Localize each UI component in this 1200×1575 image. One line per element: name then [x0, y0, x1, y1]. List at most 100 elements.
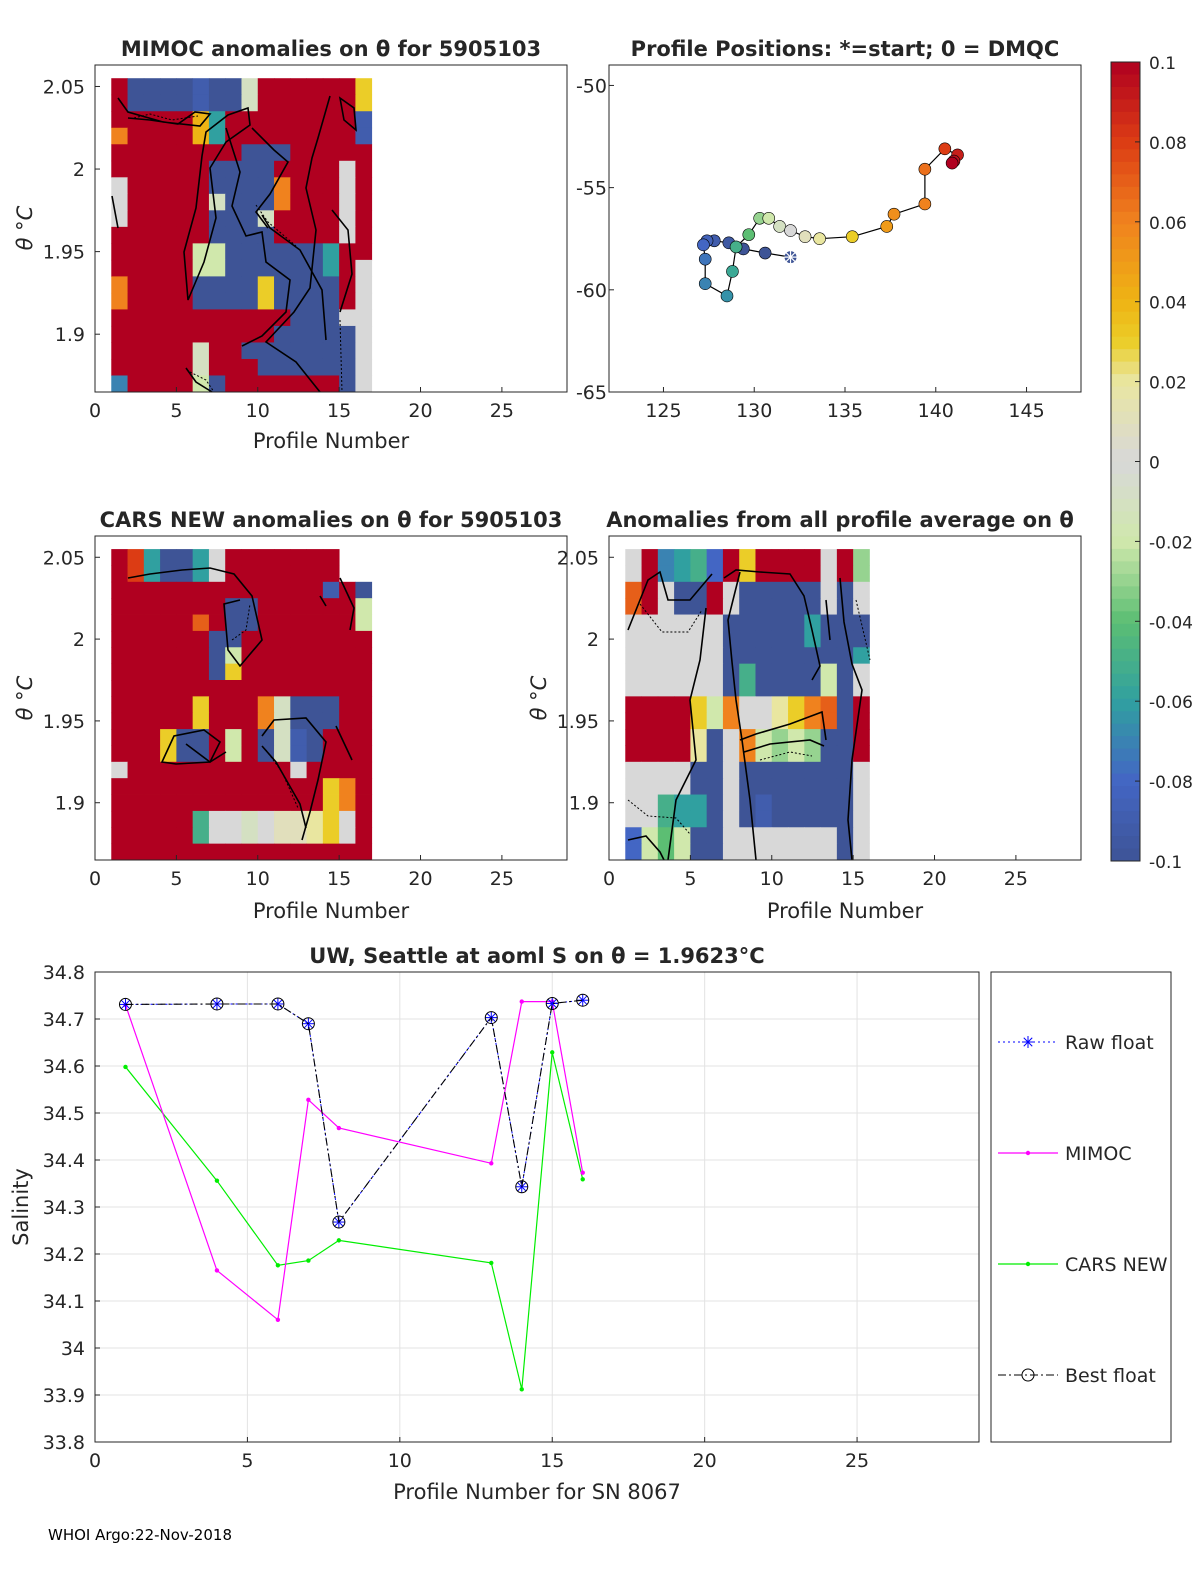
allavg-xlabel: Profile Number — [767, 899, 924, 923]
cars-cell — [143, 647, 161, 665]
mimoc-cell — [290, 177, 307, 195]
legend-entry-raw-float: Raw float — [998, 1032, 1154, 1054]
colorbar-band — [1111, 86, 1140, 100]
mimoc-cell — [355, 160, 373, 178]
cars-cell — [176, 843, 194, 861]
cars-cell — [111, 827, 128, 845]
cars-cell — [208, 745, 226, 763]
cars-cell — [225, 810, 242, 828]
mimoc-cell — [241, 78, 259, 96]
allavg-cell — [657, 794, 675, 812]
legend-entry-mimoc: MIMOC — [998, 1143, 1132, 1165]
profile-position-point — [945, 156, 959, 170]
colorbar-band — [1111, 361, 1140, 375]
cars-cell — [225, 794, 242, 812]
allavg-cell — [739, 827, 756, 845]
best-float-point — [271, 997, 285, 1011]
allavg-cell — [674, 827, 691, 845]
cars-cell — [176, 598, 194, 615]
legend-entry-best-float: Best float — [998, 1365, 1156, 1387]
mimoc-cell — [143, 94, 161, 112]
allavg-cell — [771, 581, 789, 599]
allavg-cell — [625, 843, 642, 861]
allavg-cell — [771, 696, 789, 714]
allavg-xtick-label: 20 — [922, 868, 946, 890]
cars-cell — [208, 680, 226, 697]
cars-cell — [322, 761, 340, 779]
allavg-cell — [853, 630, 870, 648]
allavg-cell — [836, 745, 854, 763]
cars-cell — [322, 745, 340, 763]
mimoc-cell — [322, 243, 340, 261]
cars-cell — [290, 778, 307, 795]
allavg-cell — [788, 598, 805, 615]
cars-cell — [322, 778, 340, 795]
allavg-cell — [853, 549, 870, 566]
best-float-point — [118, 997, 132, 1011]
allavg-cell — [836, 581, 854, 599]
cars-cell — [208, 696, 226, 714]
mimoc-cell — [225, 259, 242, 277]
allavg-cell — [706, 794, 724, 812]
colorbar-band — [1111, 573, 1140, 587]
cars-cell — [160, 810, 177, 828]
mimoc-cell — [192, 292, 210, 310]
raw-float-point — [576, 994, 589, 1007]
cars-cell — [339, 630, 356, 648]
cars-xtick-label: 10 — [246, 868, 270, 890]
cars-cell — [111, 549, 128, 566]
profile-position-point — [729, 240, 743, 254]
allavg-ytick-label: 1.9 — [569, 793, 599, 815]
mimoc-cell — [208, 259, 226, 277]
colorbar-tick-label: 0 — [1149, 454, 1160, 474]
allavg-cell — [722, 843, 740, 861]
cars-cell — [355, 647, 373, 665]
cars-ytick-label: 2 — [73, 629, 85, 651]
mimoc-cell — [257, 259, 275, 277]
allavg-cell — [674, 745, 691, 763]
cars-cell — [322, 549, 340, 566]
allavg-cell — [722, 614, 740, 632]
allavg-cell — [706, 810, 724, 828]
allavg-cell — [788, 614, 805, 632]
allavg-cell — [853, 761, 870, 779]
cars-cell — [241, 745, 259, 763]
allavg-xtick-label: 15 — [841, 868, 865, 890]
allavg-cell — [690, 827, 708, 845]
mimoc-cell — [241, 276, 259, 294]
cars-cell — [241, 680, 259, 697]
positions-xtick-label: 130 — [736, 400, 772, 422]
allavg-cell — [755, 630, 773, 648]
allavg-title: Anomalies from all profile average on θ — [606, 508, 1074, 532]
salinity-ylabel: Salinity — [9, 1168, 33, 1246]
profile-position-point — [698, 252, 712, 266]
colorbar-band — [1111, 586, 1140, 600]
mimoc-cell — [176, 325, 194, 343]
cars-cell — [355, 663, 373, 681]
profile-position-point — [880, 220, 894, 233]
cars-cell — [176, 761, 194, 779]
allavg-cell — [641, 761, 659, 779]
mimoc-cell — [143, 375, 161, 393]
mimoc-cell — [225, 177, 242, 195]
mimoc-cell — [322, 94, 340, 112]
allavg-cell — [625, 712, 642, 730]
allavg-cell — [853, 712, 870, 730]
allavg-cell — [836, 663, 854, 681]
profile-position-point — [758, 246, 772, 260]
allavg-cell — [739, 647, 756, 665]
allavg-cell — [853, 696, 870, 714]
cars-cell — [143, 745, 161, 763]
mimoc-cell — [290, 375, 307, 393]
positions-title: Profile Positions: *=start; 0 = DMQC — [631, 37, 1060, 61]
cars-cell — [143, 827, 161, 845]
cars-cell — [225, 581, 242, 599]
mimoc-cell — [290, 210, 307, 228]
cars-cell — [176, 581, 194, 599]
allavg-cell — [657, 680, 675, 697]
salinity-ytick-label: 34 — [61, 1338, 85, 1360]
legend-box — [990, 971, 1172, 1443]
cars-cell — [143, 696, 161, 714]
allavg-cell — [706, 745, 724, 763]
allavg-cell — [804, 581, 821, 599]
